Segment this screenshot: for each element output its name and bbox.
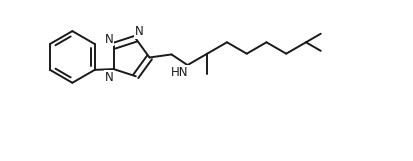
Text: HN: HN [171, 66, 189, 79]
Text: N: N [135, 25, 144, 38]
Text: N: N [104, 71, 113, 84]
Text: N: N [104, 33, 113, 46]
